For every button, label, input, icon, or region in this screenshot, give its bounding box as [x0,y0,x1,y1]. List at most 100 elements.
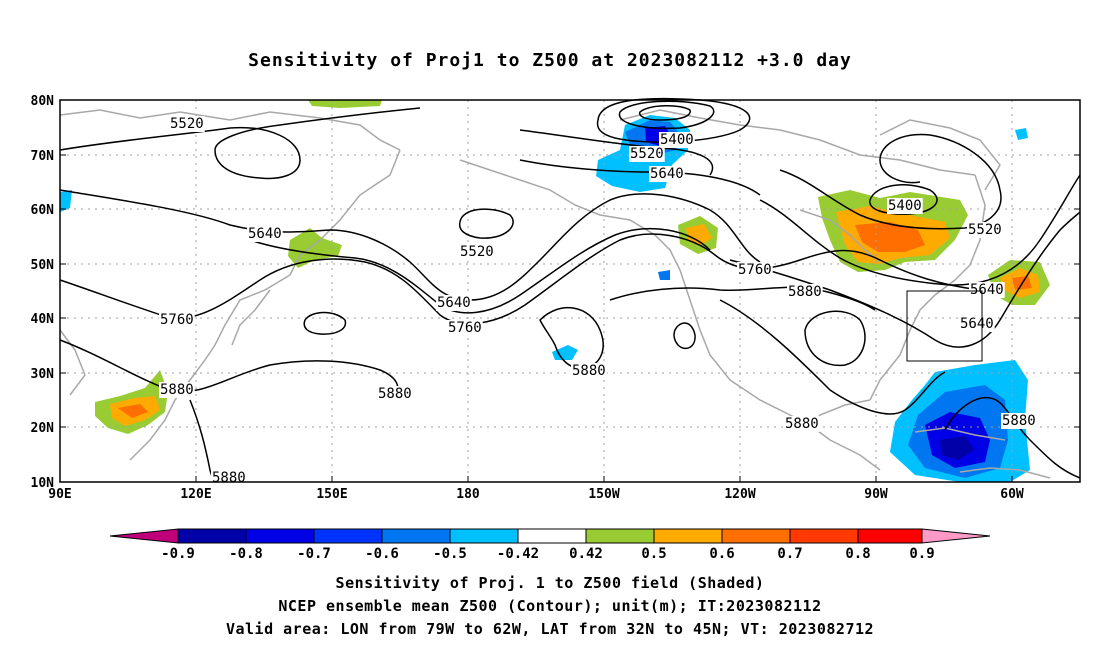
lat-label: 40N [31,312,55,327]
colorbar-bin [653,528,723,544]
caption-line-1: Sensitivity of Proj. 1 to Z500 field (Sh… [335,574,765,592]
contour-label: 5880 [572,363,606,379]
coast-caribbean [914,427,1006,441]
colorbar-label: -0.6 [365,546,399,562]
contour-label-background [629,146,665,162]
contour-label-background [959,316,995,332]
coast-south-america [959,467,1051,479]
contour-label: 5400 [660,132,694,148]
lat-label: 20N [31,421,55,436]
contour-5520-central [458,208,514,239]
coast-kamchatka [289,149,401,276]
coast-canada-arctic [619,109,976,176]
colorbar-bin [245,528,315,544]
colorbar-bin [517,528,587,544]
contour-label-background [159,382,195,398]
shade-negative-caribbean-core [940,436,975,460]
contour-5520-west [59,107,421,180]
colorbar-label: 0.5 [641,546,666,562]
contour-label-background [159,312,195,328]
contour-label: 5640 [970,282,1004,298]
contour-label: 5760 [160,312,194,328]
shade-positive-kamchatka [288,228,342,268]
contour-label-background [377,386,413,402]
shade-negative-greenland [1015,128,1028,140]
colorbar-labels: -0.9 -0.8 -0.7 -0.6 -0.5 -0.42 0.42 0.5 … [161,546,935,562]
latitude-labels: 80N 70N 60N 50N 40N 30N 20N 10N [31,94,55,491]
contour-labels: 5520 5400 5520 5640 5400 5520 5640 5520 … [159,116,1037,486]
colorbar-bin [449,528,519,544]
colorbar-label: -0.8 [229,546,263,562]
lon-label: 150E [316,487,347,502]
contour-label: 5640 [960,316,994,332]
colorbar-bin [177,528,247,544]
contour-label: 5640 [248,226,282,242]
contour-label-background [169,116,205,132]
contour-label-background [459,244,495,260]
contour-label: 5880 [1002,413,1036,429]
contour-5760-west [59,233,981,325]
coast-alaska [459,159,681,271]
caption-line-3: Valid area: LON from 79W to 62W, LAT fro… [225,620,875,638]
contour-5400-inner [618,100,715,130]
contour-label-background [737,262,773,278]
coast-east-us [869,279,956,401]
shade-positive-asia-high [118,404,148,418]
contour-label-background [1001,413,1037,429]
shade-positive-pacific-mid [686,224,712,246]
contour-label-background [967,222,1003,238]
coast-india [59,329,86,396]
longitude-labels: 90E 120E 150E 180 150W 120W 90W 60W [48,487,1024,502]
contour-label-background [787,284,823,300]
contour-label: 5880 [785,416,819,432]
lat-label: 60N [31,203,55,218]
colorbar-label: -0.9 [161,546,195,562]
contour-5520-canada [779,133,1002,230]
colorbar-label: 0.9 [909,546,934,562]
coast-north-america-west [679,269,811,426]
colorbar-label: 0.6 [709,546,734,562]
sensitivity-shading [60,100,1050,482]
lon-label: 120E [180,487,211,502]
contour-5880-atlantic [944,396,1081,479]
coast-siberia [59,109,401,151]
tick-marks [60,99,1080,483]
contour-5640-canada [759,174,1081,286]
contour-5400-canada [869,184,938,215]
valid-area-box [906,290,983,362]
contour-label: 5520 [460,244,494,260]
lat-label: 50N [31,258,55,273]
grid-lines [60,100,1080,482]
contour-pole-core [638,105,691,121]
colorbar-label: -0.42 [497,546,539,562]
contour-label-background [436,295,472,311]
shade-positive-arctic [308,100,382,108]
coast-hudson [799,209,881,263]
contour-label: 5520 [630,146,664,162]
contour-5880-loop2 [673,322,696,350]
contour-label: 5880 [788,284,822,300]
lon-label: 90W [864,487,888,502]
contour-5880-loop [303,311,347,335]
contour-5880-west [59,339,399,396]
colorbar-label: -0.5 [433,546,467,562]
contour-label: 5880 [212,470,246,486]
colorbar-bin [857,528,923,544]
contour-label-background [969,282,1005,298]
colorbar [109,528,991,544]
contour-label: 5400 [888,198,922,214]
colorbar-bin [721,528,791,544]
colorbar-bin [789,528,859,544]
coast-japan [231,289,271,346]
shade-negative-small [658,270,670,280]
contour-label-background [784,416,820,432]
contour-label: 5520 [170,116,204,132]
lat-label: 30N [31,367,55,382]
colorbar-below-triangle [109,528,179,544]
lon-label: 150W [588,487,619,502]
lat-label: 10N [31,476,55,491]
contour-label-background [659,132,695,148]
coast-greenland [879,119,1001,191]
coast-labrador [954,174,986,281]
